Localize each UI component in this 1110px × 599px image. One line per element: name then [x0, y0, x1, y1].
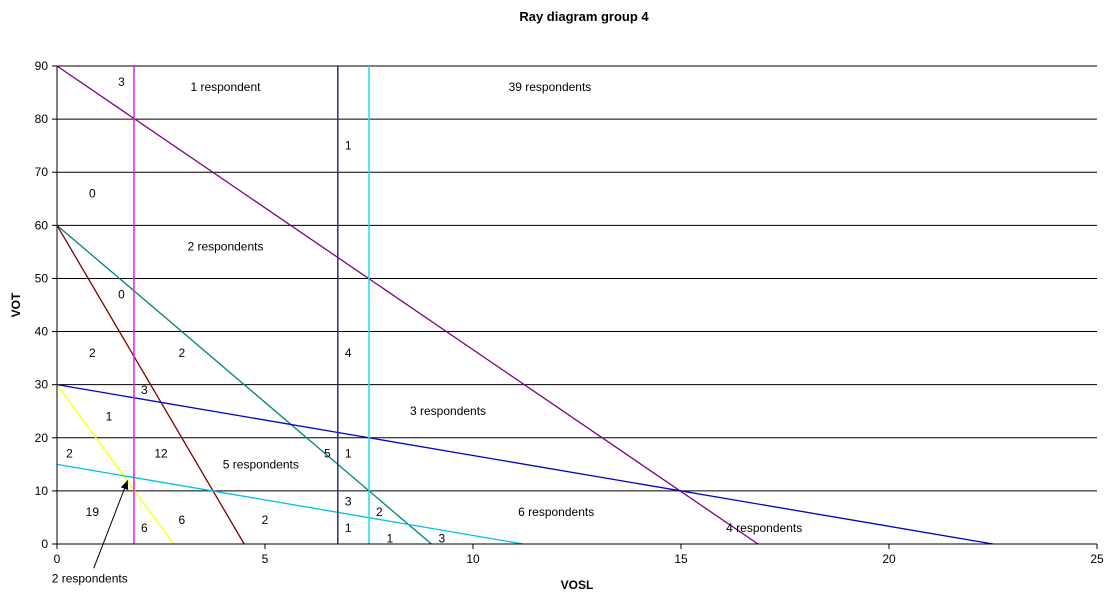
callout-arrow-line — [93, 480, 129, 569]
region-label: 1 — [345, 447, 352, 461]
region-label: 6 respondents — [518, 505, 594, 519]
y-tick-label: 80 — [35, 112, 49, 126]
y-axis-title: VOT — [9, 292, 23, 317]
y-tick-label: 30 — [35, 378, 49, 392]
region-label: 2 — [66, 447, 73, 461]
plot-area — [57, 66, 1097, 544]
region-label: 1 respondent — [190, 80, 261, 94]
region-label: 3 — [141, 383, 148, 397]
callout-arrowhead — [120, 480, 129, 491]
ray-line-4 — [56, 384, 175, 545]
y-tick-label: 70 — [35, 165, 49, 179]
y-tick-label: 0 — [41, 537, 48, 551]
y-tick-label: 10 — [35, 484, 49, 498]
callout-label: 2 respondents — [52, 571, 128, 585]
region-label: 1 — [345, 521, 352, 535]
region-annotations: 3 1 respondent 39 respondents 1 0 2 responden… — [66, 75, 802, 546]
region-label: 2 — [262, 513, 269, 527]
x-tick-label: 25 — [1090, 552, 1104, 566]
region-label: 2 — [178, 346, 185, 360]
region-label: 1 — [386, 532, 393, 546]
region-label: 6 — [141, 521, 148, 535]
region-label: 0 — [118, 287, 125, 301]
region-label: 6 — [178, 513, 185, 527]
chart-title: Ray diagram group 4 — [519, 9, 649, 24]
x-tick-label: 15 — [674, 552, 688, 566]
callout-annotation: 2 respondents — [52, 480, 129, 585]
ray-lines — [56, 65, 994, 545]
region-label: 2 respondents — [187, 240, 263, 254]
region-label: 19 — [86, 505, 100, 519]
region-label: 5 — [324, 447, 331, 461]
region-label: 2 — [376, 505, 383, 519]
x-axis-title: VOSL — [561, 578, 594, 592]
y-tick-label: 90 — [35, 59, 49, 73]
ray-line-0 — [56, 65, 759, 545]
x-tick-label: 20 — [882, 552, 896, 566]
ray-line-3 — [56, 384, 994, 545]
region-label: 4 respondents — [726, 521, 802, 535]
region-label: 39 respondents — [509, 80, 592, 94]
x-axis-ticks: 0 5 10 15 20 25 — [54, 544, 1104, 566]
region-label: 5 respondents — [223, 457, 299, 471]
region-label: 3 — [118, 75, 125, 89]
region-label: 1 — [106, 410, 113, 424]
y-tick-label: 60 — [35, 218, 49, 232]
y-axis-ticks: 0 10 20 30 40 50 60 70 80 90 — [35, 59, 57, 551]
x-tick-label: 5 — [262, 552, 269, 566]
region-label: 12 — [154, 447, 168, 461]
y-tick-label: 50 — [35, 271, 49, 285]
x-tick-label: 0 — [54, 552, 61, 566]
region-label: 3 — [438, 532, 445, 546]
region-label: 1 — [345, 139, 352, 153]
vertical-lines — [133, 66, 370, 544]
region-label: 4 — [345, 346, 352, 360]
x-tick-label: 10 — [466, 552, 480, 566]
y-tick-label: 20 — [35, 431, 49, 445]
grid-lines — [57, 65, 1097, 492]
y-tick-label: 40 — [35, 325, 49, 339]
region-label: 2 — [89, 346, 96, 360]
region-label: 3 — [345, 495, 352, 509]
region-label: 3 respondents — [410, 404, 486, 418]
region-label: 0 — [89, 186, 96, 200]
